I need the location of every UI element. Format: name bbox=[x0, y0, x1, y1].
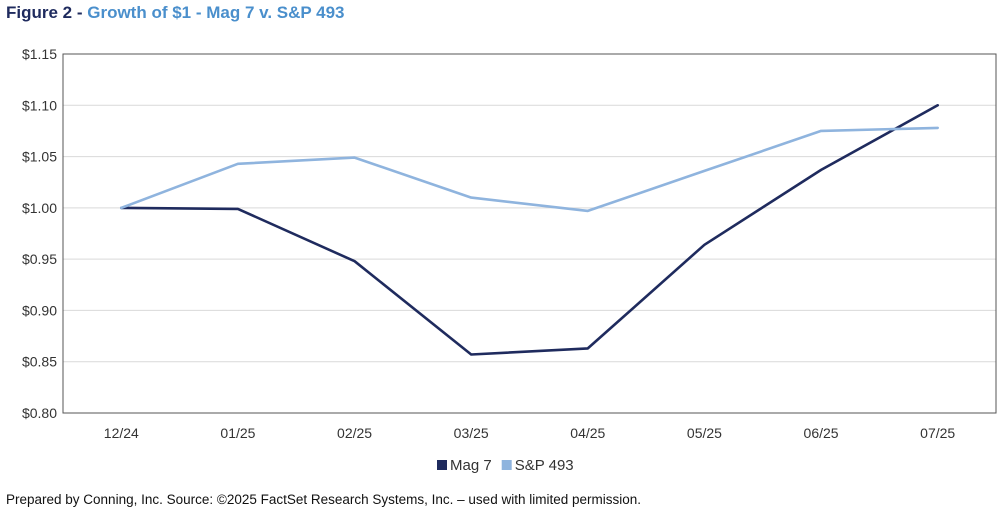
y-tick-label: $1.10 bbox=[22, 97, 57, 113]
y-tick-label: $0.80 bbox=[22, 405, 57, 421]
x-tick-label: 02/25 bbox=[337, 425, 372, 441]
gridlines bbox=[63, 104, 996, 363]
line-chart: $0.80 $0.85 $0.90 $0.95 $1.00 $1.05 $1.10 $1.15… bbox=[22, 46, 997, 474]
series-lines bbox=[120, 104, 940, 356]
legend-label: S&P 493 bbox=[515, 457, 574, 474]
x-tick-label: 04/25 bbox=[570, 425, 605, 441]
x-tick-label: 07/25 bbox=[920, 425, 955, 441]
x-tick-label: 01/25 bbox=[220, 425, 255, 441]
figure-title: Figure 2 - Growth of $1 - Mag 7 v. S&P 4… bbox=[6, 3, 345, 23]
y-tick-label: $0.95 bbox=[22, 251, 57, 267]
chart-title: Growth of $1 - Mag 7 v. S&P 493 bbox=[87, 3, 345, 22]
y-axis-ticks: $0.80 $0.85 $0.90 $0.95 $1.00 $1.05 $1.10 $1.15 bbox=[22, 46, 57, 421]
source-note: Prepared by Conning, Inc. Source: ©2025 … bbox=[6, 492, 641, 507]
legend-swatch bbox=[437, 460, 447, 470]
figure-number: Figure 2 - bbox=[6, 3, 88, 22]
legend: Mag 7 S&P 493 bbox=[437, 457, 574, 474]
x-tick-label: 03/25 bbox=[454, 425, 489, 441]
legend-label: Mag 7 bbox=[450, 457, 492, 474]
y-tick-label: $1.00 bbox=[22, 200, 57, 216]
y-tick-label: $1.05 bbox=[22, 149, 57, 165]
x-tick-label: 06/25 bbox=[804, 425, 839, 441]
x-axis-ticks: 12/24 01/25 02/25 03/25 04/25 05/25 06/25 07/25 bbox=[104, 425, 956, 441]
legend-swatch bbox=[501, 460, 512, 470]
x-tick-label: 12/24 bbox=[104, 425, 139, 441]
series-line bbox=[120, 104, 940, 356]
series-line bbox=[120, 126, 940, 213]
plot-area-frame bbox=[62, 53, 997, 414]
x-tick-label: 05/25 bbox=[687, 425, 722, 441]
y-tick-label: $0.85 bbox=[22, 354, 57, 370]
y-tick-label: $1.15 bbox=[22, 46, 57, 62]
y-tick-label: $0.90 bbox=[22, 302, 57, 318]
